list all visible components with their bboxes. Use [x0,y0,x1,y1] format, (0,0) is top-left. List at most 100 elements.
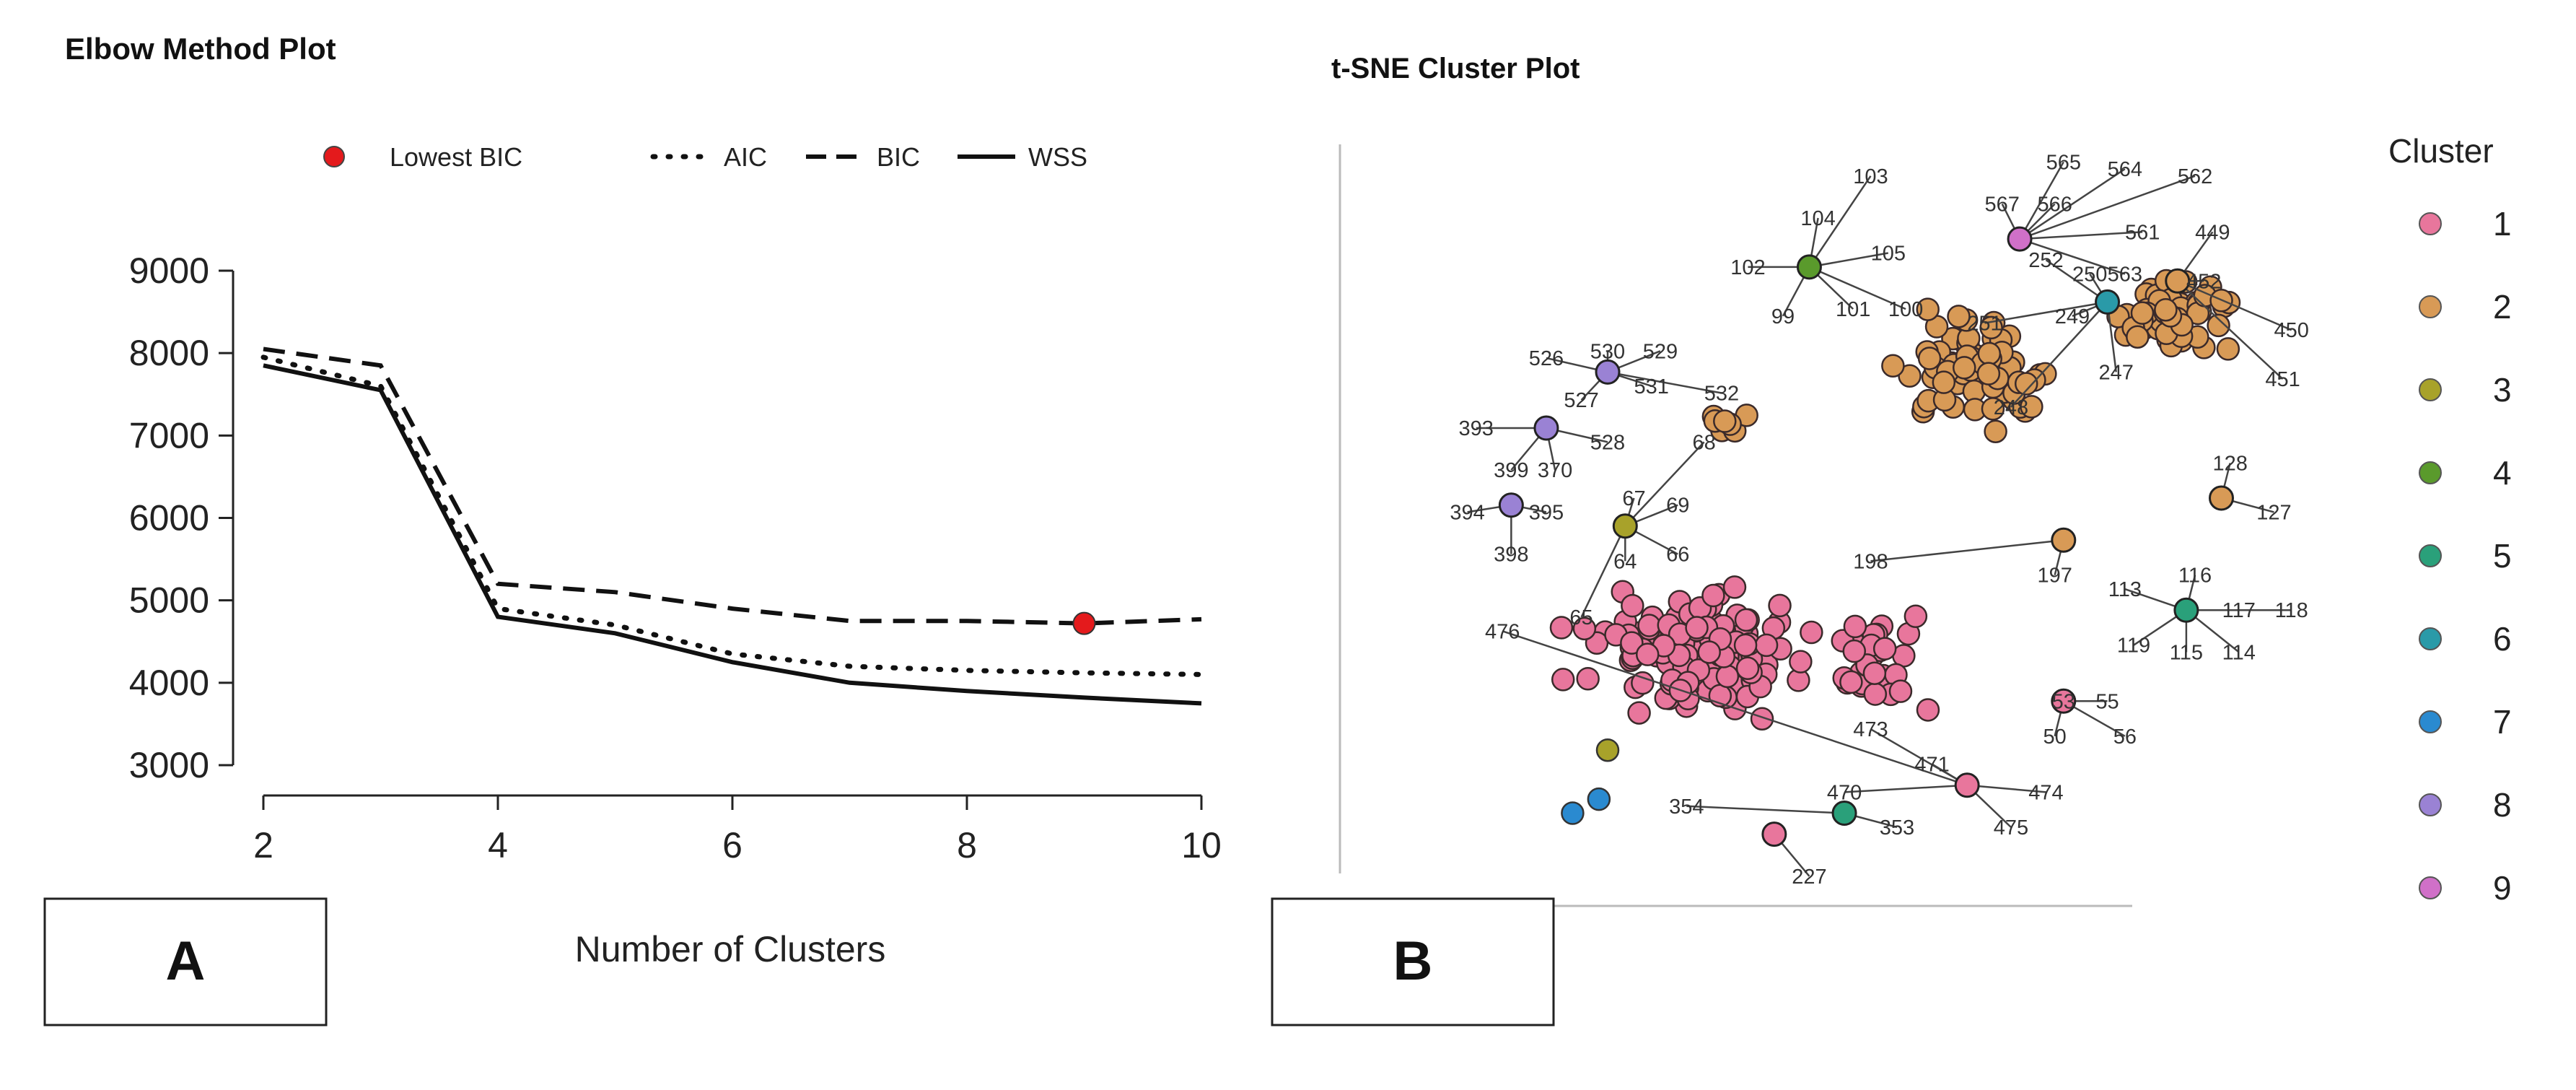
label-connector [1844,784,1968,793]
x-axis-label: Number of Clusters [575,929,886,969]
cluster-1-point [1637,614,1661,637]
point-label: 395 [1529,501,1564,524]
point-label: 53 [2052,690,2075,713]
point-label: 114 [2222,641,2256,664]
cluster-2-point [2126,325,2150,349]
cluster-legend-title: Cluster [2388,132,2494,170]
cluster-4-labeled-point [1796,254,1822,280]
cluster-3-point [1595,738,1620,762]
cluster-3-labeled-point [1612,513,1638,539]
tsne-panel: t-SNE Cluster Plot 103 104 102 105 99 101 100 5… [1271,53,2512,1026]
panel-a-box [43,897,328,1026]
cluster-2-point [1976,362,2001,385]
point-label: 101 [1836,298,1870,321]
cluster-8-labeled-point [1498,492,1524,518]
cluster-1-point [1722,575,1747,599]
cluster-legend-marker-3 [2419,378,2442,401]
cluster-legend-marker-2 [2419,295,2442,318]
y-tick-label: 6000 [129,498,209,539]
cluster-1-point [1551,668,1575,692]
point-label: 116 [2178,564,2212,588]
cluster-2-point [2014,372,2038,396]
point-label: 113 [2108,578,2142,601]
point-label: 565 [2046,151,2081,174]
label-connector [1808,266,1906,310]
label-connector [1808,175,1872,268]
point-label: 67 [1622,487,1645,510]
cluster-legend-marker-5 [2419,544,2442,567]
point-label: 449 [2195,221,2230,244]
cluster-legend-marker-9 [2419,876,2442,899]
point-label: 370 [1538,459,1572,482]
point-label: 105 [1871,243,1906,266]
point-label: 399 [1494,459,1528,482]
cluster-7-point [1561,801,1585,825]
point-label: 100 [1888,298,1923,321]
point-label-lines [1467,161,2292,877]
y-tick-label: 3000 [129,745,209,785]
cluster-legend: 1 2 3 4 5 6 7 8 9 [2419,205,2512,907]
label-connector [2019,237,2126,275]
point-label: 66 [1666,544,1689,567]
cluster-1-point [1903,604,1928,629]
cluster-2-point [2130,301,2155,325]
point-label: 103 [1853,165,1888,188]
point-label: 353 [1880,816,1914,840]
point-label: 117 [2222,599,2256,622]
cluster-1-point [1576,667,1600,691]
label-connector [2019,175,2196,240]
label-connector [1686,805,1845,814]
cluster-8-labeled-point [1595,359,1621,385]
point-label: 251 [1967,313,2002,336]
point-label: 249 [2055,305,2090,328]
point-label: 527 [1564,389,1598,412]
y-tick-label: 5000 [129,580,209,621]
elbow-title: Elbow Method Plot [65,32,336,66]
cluster-2-labeled-point [2165,268,2191,294]
y-ticks: 3000 4000 5000 6000 7000 8000 9000 [129,250,233,785]
cluster-legend-label-2: 2 [2493,288,2512,326]
cluster-5-labeled-point [1831,801,1857,826]
series-line-bic [263,346,1202,626]
point-label: 55 [2095,690,2119,713]
series-line-aic [260,354,1204,677]
point-label: 393 [1459,417,1494,440]
cluster-2-point [1713,409,1737,433]
point-label: 65 [1569,606,1593,629]
cluster-1-point [1549,616,1574,640]
point-label: 394 [1450,501,1484,524]
label-connector [1607,371,1722,394]
cluster-legend-marker-1 [2419,212,2442,235]
cluster-1-point [1863,682,1888,706]
label-connector [1967,784,2046,793]
cluster-8-labeled-point [1533,415,1559,441]
point-label: 528 [1590,431,1625,454]
point-label: 247 [2099,361,2134,384]
point-label: 118 [2275,599,2308,622]
cluster-1-point [1635,642,1660,666]
label-connector [1984,301,2108,324]
cluster-legend-label-4: 4 [2493,454,2512,492]
cluster-2-point [1947,305,1971,328]
label-connector [1580,526,1626,618]
cluster-2-point [2154,297,2178,322]
cluster-1-point [1621,593,1644,618]
cluster-1-point [1839,670,1863,694]
panel-b-box [1271,897,1555,1026]
point-label: 227 [1792,866,1826,889]
x-tick-label: 10 [1181,825,1222,866]
point-label: 50 [2043,725,2067,749]
point-label: 354 [1669,795,1704,819]
point-label: 252 [2028,249,2063,272]
label-connector [2019,168,2126,240]
point-label: 563 [2108,263,2142,287]
point-label: 471 [1914,754,1949,777]
cluster-1-point [1734,608,1758,632]
y-tick-label: 4000 [129,663,209,703]
panel-a-label: A [166,930,206,992]
cluster-legend-marker-7 [2419,710,2442,733]
cluster-1-point [1685,616,1709,640]
point-label: 248 [1994,396,2028,419]
point-label: 68 [1693,431,1716,454]
cluster-1-point [1627,701,1651,725]
